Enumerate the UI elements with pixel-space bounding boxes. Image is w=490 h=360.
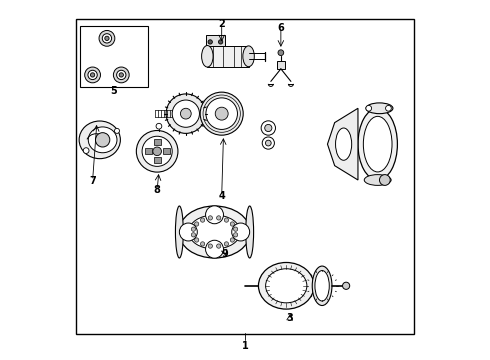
Circle shape — [153, 147, 161, 156]
Bar — [80, 26, 148, 87]
Circle shape — [261, 121, 275, 135]
Circle shape — [230, 238, 235, 242]
Circle shape — [217, 244, 221, 248]
Text: 2: 2 — [219, 19, 225, 29]
Circle shape — [83, 148, 89, 153]
Circle shape — [102, 34, 112, 43]
Circle shape — [180, 108, 191, 119]
Ellipse shape — [79, 121, 121, 159]
Ellipse shape — [364, 175, 391, 185]
Circle shape — [136, 131, 178, 172]
Circle shape — [262, 137, 274, 149]
Bar — [153, 157, 161, 163]
Text: 4: 4 — [219, 191, 225, 201]
Circle shape — [96, 133, 110, 147]
Circle shape — [224, 218, 229, 222]
Circle shape — [215, 107, 228, 120]
Text: 9: 9 — [222, 248, 229, 258]
Bar — [163, 148, 170, 154]
Bar — [276, 61, 285, 69]
Bar — [76, 19, 414, 334]
Circle shape — [386, 105, 392, 111]
Circle shape — [278, 50, 284, 55]
Circle shape — [166, 94, 205, 134]
Ellipse shape — [88, 127, 117, 153]
Ellipse shape — [189, 215, 241, 249]
Ellipse shape — [364, 116, 392, 172]
Ellipse shape — [245, 206, 254, 258]
Circle shape — [206, 98, 238, 130]
Polygon shape — [327, 108, 358, 180]
Circle shape — [230, 222, 235, 226]
Circle shape — [191, 227, 196, 231]
Circle shape — [105, 36, 109, 41]
Bar — [205, 36, 225, 45]
Ellipse shape — [358, 108, 397, 180]
Circle shape — [195, 238, 199, 242]
Circle shape — [88, 70, 97, 80]
Ellipse shape — [243, 46, 254, 67]
Circle shape — [233, 227, 238, 231]
Circle shape — [142, 136, 172, 166]
Circle shape — [85, 67, 100, 83]
Circle shape — [233, 233, 238, 237]
Circle shape — [217, 216, 221, 220]
Text: 6: 6 — [277, 23, 284, 33]
Circle shape — [99, 31, 115, 46]
Text: 1: 1 — [242, 341, 248, 351]
Ellipse shape — [175, 206, 183, 258]
Circle shape — [195, 222, 199, 226]
Circle shape — [205, 240, 223, 258]
Polygon shape — [150, 30, 315, 194]
Text: 7: 7 — [89, 176, 96, 186]
Circle shape — [266, 140, 271, 146]
Circle shape — [265, 125, 272, 132]
Circle shape — [179, 223, 197, 241]
Bar — [153, 139, 161, 145]
Circle shape — [232, 223, 250, 241]
Ellipse shape — [315, 271, 329, 301]
Ellipse shape — [266, 269, 307, 303]
Ellipse shape — [179, 206, 250, 258]
Text: 8: 8 — [154, 185, 161, 195]
Circle shape — [91, 73, 95, 77]
Circle shape — [200, 92, 243, 135]
Ellipse shape — [312, 266, 332, 306]
Ellipse shape — [366, 103, 393, 114]
Circle shape — [115, 129, 120, 134]
Circle shape — [113, 67, 129, 83]
Ellipse shape — [336, 128, 352, 160]
Circle shape — [219, 40, 223, 44]
Ellipse shape — [258, 262, 314, 309]
Bar — [145, 148, 152, 154]
Circle shape — [366, 105, 371, 111]
Circle shape — [156, 123, 162, 129]
Circle shape — [117, 70, 126, 80]
Bar — [207, 45, 248, 67]
Circle shape — [119, 73, 123, 77]
Circle shape — [200, 242, 205, 246]
Ellipse shape — [201, 45, 213, 67]
Text: 5: 5 — [111, 86, 118, 96]
Circle shape — [208, 244, 213, 248]
Circle shape — [200, 218, 205, 222]
Circle shape — [208, 40, 212, 44]
Circle shape — [208, 216, 213, 220]
Circle shape — [379, 175, 390, 185]
Text: 3: 3 — [287, 313, 293, 323]
Circle shape — [191, 233, 196, 237]
Circle shape — [205, 206, 223, 224]
Circle shape — [343, 282, 350, 289]
Circle shape — [172, 100, 199, 127]
Circle shape — [224, 242, 229, 246]
